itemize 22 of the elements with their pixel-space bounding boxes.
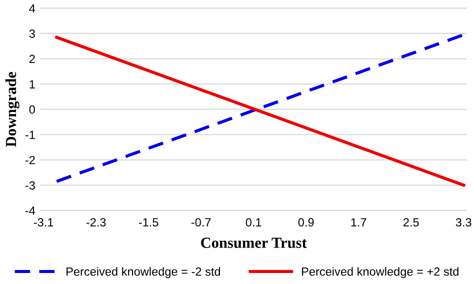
y-tick-label: 2 — [29, 54, 35, 64]
y-tick-label: 0 — [29, 105, 35, 114]
x-tick-label: 3.3 — [456, 218, 472, 227]
y-tick-label: -4 — [25, 206, 36, 215]
y-tick-label: 4 — [29, 4, 36, 12]
y-tick-label: 1 — [30, 80, 35, 88]
x-tick-label: 2.5 — [403, 218, 419, 227]
x-axis-title: Consumer Trust — [201, 238, 307, 248]
x-tick-label: 0.1 — [246, 218, 262, 227]
x-tick-label: 1.7 — [351, 218, 366, 226]
y-tick-label: 3 — [29, 30, 35, 38]
legend-label: Perceived knowledge = -2 std — [66, 267, 220, 278]
y-tick-label: -3 — [25, 181, 35, 190]
x-tick-label: -3.1 — [34, 218, 54, 227]
x-tick-label: -0.7 — [191, 218, 211, 227]
x-tick-label: -2.3 — [86, 218, 106, 227]
x-tick-label: 0.9 — [298, 218, 314, 227]
y-tick-label: -2 — [25, 156, 35, 164]
y-axis-title: Downgrade — [5, 72, 20, 147]
x-tick-label: -1.5 — [138, 218, 158, 227]
legend-label: Perceived knowledge = +2 std — [302, 267, 458, 278]
y-tick-label: -1 — [25, 130, 35, 139]
